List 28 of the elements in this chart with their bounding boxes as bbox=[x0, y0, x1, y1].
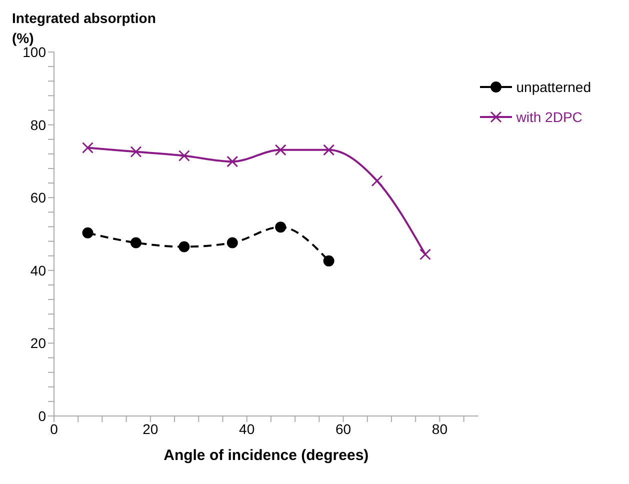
point bbox=[275, 222, 286, 233]
x-axis-title: Angle of incidence (degrees) bbox=[164, 447, 369, 464]
point bbox=[82, 227, 94, 238]
x-tick-label: 80 bbox=[432, 420, 448, 437]
legend-label: unpatterned bbox=[516, 78, 591, 97]
point bbox=[130, 146, 142, 158]
y-tick-label: 40 bbox=[30, 262, 46, 278]
y-tick-label: 20 bbox=[30, 335, 46, 352]
point bbox=[178, 150, 190, 162]
point bbox=[130, 237, 142, 248]
x-tick-label: 20 bbox=[142, 420, 158, 437]
point bbox=[82, 142, 94, 154]
y-tick-label: 60 bbox=[30, 190, 46, 206]
point bbox=[323, 144, 335, 156]
x-tick-label: 60 bbox=[335, 420, 352, 437]
point bbox=[371, 175, 383, 187]
legend-label: with 2DPC bbox=[516, 108, 582, 127]
x-tick-label: 40 bbox=[239, 420, 255, 437]
point bbox=[419, 248, 431, 260]
point bbox=[274, 144, 286, 156]
y-tick-label: 80 bbox=[30, 116, 46, 133]
x-tick-label: 0 bbox=[50, 420, 58, 437]
point bbox=[226, 156, 238, 168]
point bbox=[323, 255, 334, 266]
y-axis-title: Integrated absorption (%) bbox=[12, 9, 157, 47]
y-tick-label: 0 bbox=[38, 408, 46, 424]
point bbox=[178, 241, 190, 252]
point bbox=[226, 237, 238, 248]
